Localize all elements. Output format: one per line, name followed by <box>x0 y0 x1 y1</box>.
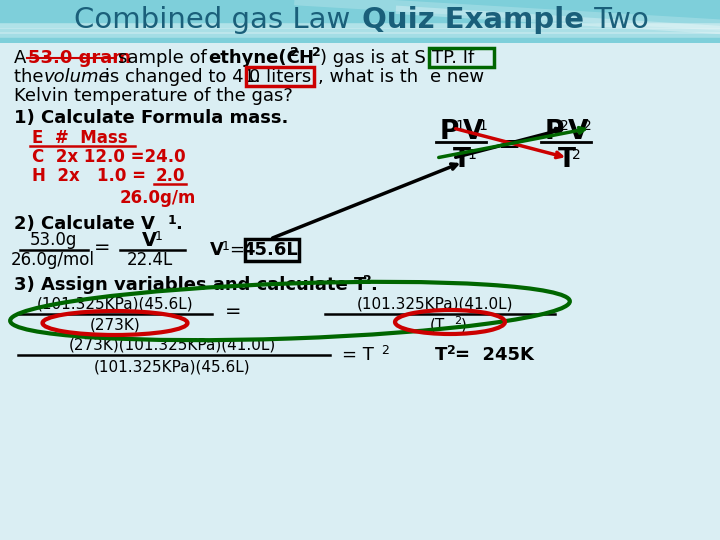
Text: 2: 2 <box>312 46 320 59</box>
Text: ): ) <box>461 318 467 333</box>
Text: e new: e new <box>430 68 484 86</box>
Text: V: V <box>463 119 483 145</box>
Text: 2: 2 <box>583 119 592 133</box>
Text: , what is th: , what is th <box>318 68 418 86</box>
Text: 2) Calculate V: 2) Calculate V <box>14 215 155 233</box>
Text: is changed to 41.: is changed to 41. <box>99 68 261 86</box>
Text: ethyne(C: ethyne(C <box>208 49 300 67</box>
Text: V: V <box>210 241 224 259</box>
Text: H: H <box>298 49 313 67</box>
Text: volume: volume <box>44 68 111 86</box>
Text: H  2x   1.0 =: H 2x 1.0 = <box>32 167 146 185</box>
Text: Quiz Example: Quiz Example <box>362 6 584 34</box>
Text: 0 liters: 0 liters <box>249 68 311 86</box>
Text: 2: 2 <box>290 46 299 59</box>
Text: sample of: sample of <box>118 49 212 67</box>
Text: =: = <box>229 241 244 259</box>
Text: 1: 1 <box>467 148 476 162</box>
Text: (101.325KPa)(45.6L): (101.325KPa)(45.6L) <box>94 360 251 375</box>
Text: 22.4L: 22.4L <box>127 251 173 269</box>
Text: E  #  Mass: E # Mass <box>32 129 127 147</box>
Text: .: . <box>370 276 377 294</box>
Text: C  2x 12.0 =24.0: C 2x 12.0 =24.0 <box>32 148 186 166</box>
Text: =  245K: = 245K <box>455 346 534 364</box>
Text: 2: 2 <box>454 316 461 326</box>
Text: 1: 1 <box>455 119 464 133</box>
Text: Two: Two <box>585 6 649 34</box>
Text: =: = <box>225 302 241 321</box>
Text: 2: 2 <box>572 148 581 162</box>
Bar <box>0 0 720 43</box>
Text: T: T <box>558 147 576 173</box>
Text: the: the <box>14 68 49 86</box>
Text: .: . <box>175 215 182 233</box>
Text: = T: = T <box>342 346 374 364</box>
Text: 2: 2 <box>381 343 389 356</box>
Text: 1: 1 <box>222 240 230 253</box>
Text: 26.0g/mol: 26.0g/mol <box>11 251 95 269</box>
Bar <box>429 48 494 67</box>
Bar <box>246 67 314 86</box>
Text: (273K)(101.325KPa)(41.0L): (273K)(101.325KPa)(41.0L) <box>68 338 276 353</box>
Text: 26.0g/m: 26.0g/m <box>120 189 197 207</box>
Text: T: T <box>435 346 447 364</box>
Text: (T: (T <box>430 318 445 333</box>
Text: =: = <box>498 131 522 159</box>
Text: (273K): (273K) <box>89 318 140 333</box>
Text: 53.0 gram: 53.0 gram <box>28 49 131 67</box>
Text: 1: 1 <box>168 213 176 226</box>
Text: (101.325KPa)(45.6L): (101.325KPa)(45.6L) <box>37 296 193 312</box>
Text: V: V <box>568 119 588 145</box>
Text: 3) Assign variables and calculate T: 3) Assign variables and calculate T <box>14 276 366 294</box>
Text: Combined gas Law: Combined gas Law <box>74 6 360 34</box>
Text: 2: 2 <box>560 119 569 133</box>
Bar <box>245 239 299 261</box>
Text: 1: 1 <box>478 119 487 133</box>
Text: 2: 2 <box>447 343 456 356</box>
Text: 53.0g: 53.0g <box>30 231 77 249</box>
Text: 2.0: 2.0 <box>156 167 186 185</box>
Text: 45.6L: 45.6L <box>242 241 298 259</box>
Text: ) gas is at S: ) gas is at S <box>320 49 426 67</box>
Text: Kelvin temperature of the gas?: Kelvin temperature of the gas? <box>14 87 293 105</box>
Text: P: P <box>440 119 459 145</box>
Text: V: V <box>142 231 157 249</box>
Text: P: P <box>545 119 564 145</box>
Text: T: T <box>453 147 471 173</box>
Text: A: A <box>14 49 32 67</box>
Text: 1: 1 <box>155 230 163 242</box>
Text: 1) Calculate Formula mass.: 1) Calculate Formula mass. <box>14 109 289 127</box>
Text: TP. If: TP. If <box>432 49 474 67</box>
Text: (101.325KPa)(41.0L): (101.325KPa)(41.0L) <box>356 296 513 312</box>
Text: =: = <box>94 239 110 258</box>
Text: 2: 2 <box>363 274 372 287</box>
